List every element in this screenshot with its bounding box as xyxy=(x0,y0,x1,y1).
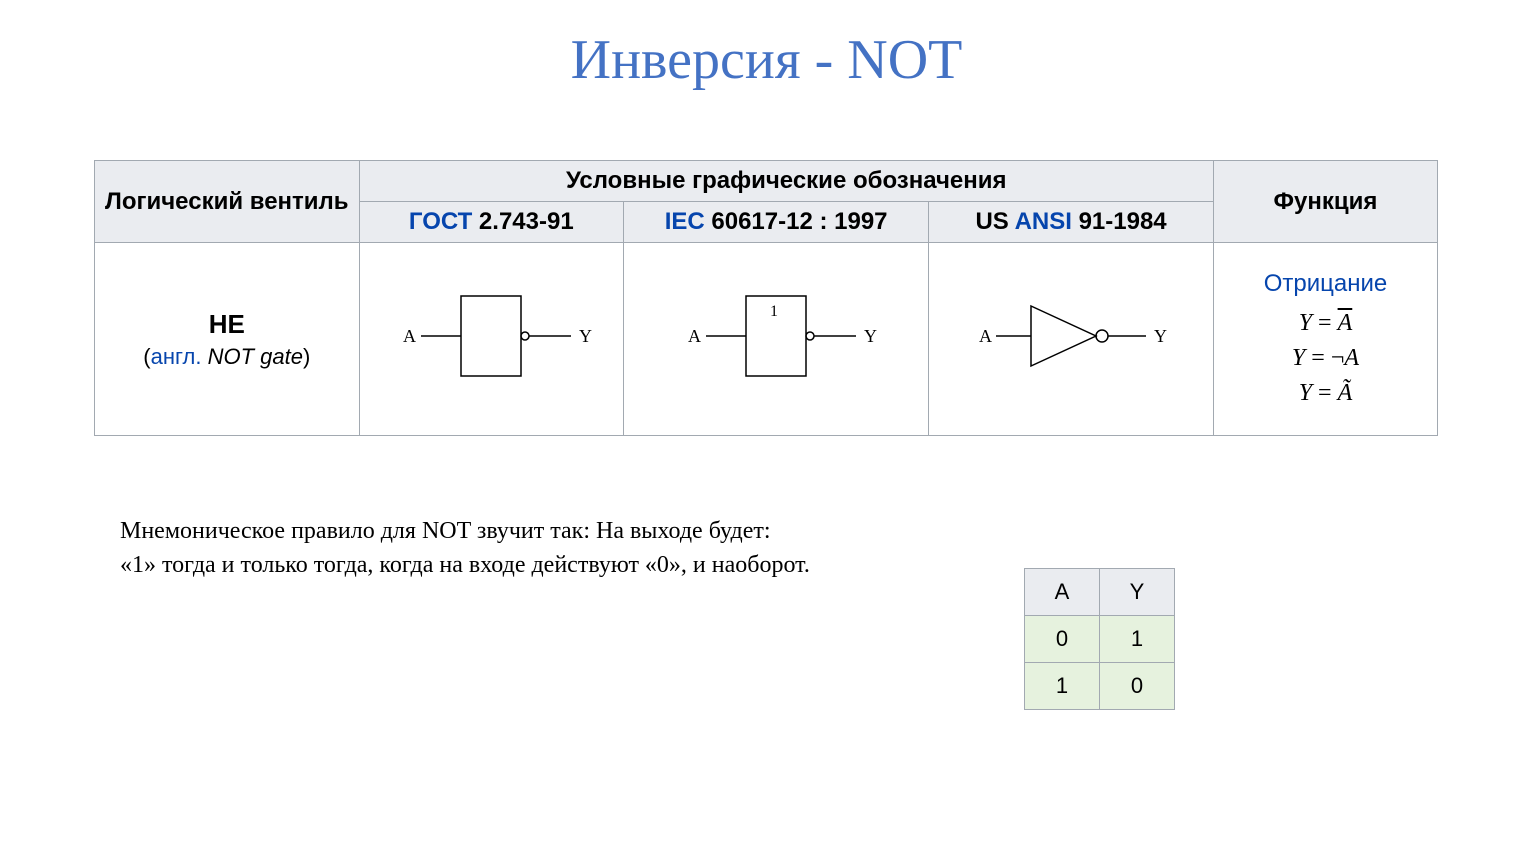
ansi-input-label: A xyxy=(979,326,992,346)
ansi-pre: US xyxy=(975,208,1014,235)
iec-text: 60617-12 : 1997 xyxy=(705,208,888,235)
truth-row: 0 1 xyxy=(1025,616,1175,663)
mnemonic-text: Мнемоническое правило для NOT звучит так… xyxy=(120,515,1020,582)
ansi-output-label: Y xyxy=(1154,326,1167,346)
truth-cell: 1 xyxy=(1025,663,1100,710)
gate-name: НЕ xyxy=(105,309,349,340)
slide: Инверсия - NOT Логический вентиль Условн… xyxy=(0,0,1533,864)
gost-link[interactable]: ГОСТ xyxy=(409,208,472,235)
ansi-post: 91-1984 xyxy=(1072,208,1167,235)
table-row: НЕ (англ. NOT gate) A Y xyxy=(95,243,1438,436)
ansi-symbol-cell: A Y xyxy=(929,243,1214,436)
table-header-row: Логический вентиль Условные графические … xyxy=(95,161,1438,202)
col-func-header: Функция xyxy=(1213,161,1437,243)
gost-output-label: Y xyxy=(579,326,592,346)
truth-row: 1 0 xyxy=(1025,663,1175,710)
formula-3: Y = Ã xyxy=(1224,376,1427,411)
gate-subtitle: (англ. NOT gate) xyxy=(105,344,349,370)
iec-input-label: A xyxy=(688,326,701,346)
gate-cell: НЕ (англ. NOT gate) xyxy=(95,243,360,436)
truth-table: A Y 0 1 1 0 xyxy=(1024,568,1175,710)
formula-1: Y = A xyxy=(1224,306,1427,341)
mnemonic-line2: «1» тогда и только тогда, когда на входе… xyxy=(120,552,810,578)
formula-2: Y = ¬A xyxy=(1224,341,1427,376)
truth-header-y: Y xyxy=(1100,569,1175,616)
iec-symbol-cell: 1 A Y xyxy=(624,243,929,436)
iec-inner-label: 1 xyxy=(770,303,778,320)
gate-sub-pre: ( xyxy=(143,344,150,369)
truth-header-row: A Y xyxy=(1025,569,1175,616)
col-gate-header: Логический вентиль xyxy=(95,161,360,243)
iec-output-label: Y xyxy=(864,326,877,346)
gate-sub-post: ) xyxy=(303,344,310,369)
gost-symbol-cell: A Y xyxy=(359,243,624,436)
col-ansi-header: US ANSI 91-1984 xyxy=(929,202,1214,243)
truth-cell: 0 xyxy=(1025,616,1100,663)
gost-text: 2.743-91 xyxy=(472,208,573,235)
gost-input-label: A xyxy=(403,326,416,346)
truth-cell: 1 xyxy=(1100,616,1175,663)
gate-sub-italic: NOT gate xyxy=(201,344,302,369)
col-gost-header: ГОСТ 2.743-91 xyxy=(359,202,624,243)
gost-not-icon: A Y xyxy=(381,276,601,396)
col-iec-header: IEC 60617-12 : 1997 xyxy=(624,202,929,243)
truth-cell: 0 xyxy=(1100,663,1175,710)
function-cell: Отрицание Y = A Y = ¬A Y = Ã xyxy=(1213,243,1437,436)
iec-link[interactable]: IEC xyxy=(665,208,705,235)
main-table: Логический вентиль Условные графические … xyxy=(94,160,1438,436)
page-title: Инверсия - NOT xyxy=(0,28,1533,92)
ansi-not-icon: A Y xyxy=(961,276,1181,396)
gate-sub-link[interactable]: англ. xyxy=(151,344,202,369)
iec-not-icon: 1 A Y xyxy=(666,276,886,396)
ansi-link[interactable]: ANSI xyxy=(1015,208,1072,235)
truth-header-a: A xyxy=(1025,569,1100,616)
mnemonic-line1: Мнемоническое правило для NOT звучит так… xyxy=(120,518,771,544)
func-title: Отрицание xyxy=(1224,267,1427,302)
col-symbols-header: Условные графические обозначения xyxy=(359,161,1213,202)
